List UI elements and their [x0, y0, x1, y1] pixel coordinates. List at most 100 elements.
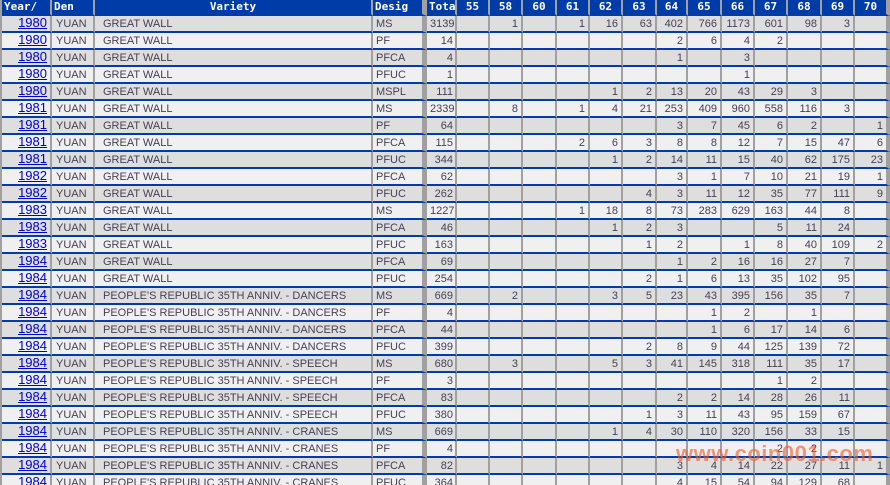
year-link[interactable]: 1980: [18, 84, 47, 98]
year-link[interactable]: 1983: [18, 203, 47, 217]
grade-cell-66: 1: [722, 237, 755, 254]
grade-cell-60: [523, 390, 557, 407]
grade-cell-64: 402: [657, 16, 688, 33]
year-link[interactable]: 1984: [18, 407, 47, 421]
grade-cell-63: 2: [623, 152, 657, 169]
grade-cell-65: 1: [688, 305, 722, 322]
variety-cell: PEOPLE'S REPUBLIC 35TH ANNIV. - CRANES: [95, 441, 373, 458]
grade-cell-66: 960: [722, 101, 755, 118]
year-link[interactable]: 1983: [18, 220, 47, 234]
column-header-variety: Variety: [95, 0, 373, 16]
year-link[interactable]: 1984: [18, 356, 47, 370]
total-cell: 4: [427, 441, 457, 458]
total-cell: 1: [427, 67, 457, 84]
grade-cell-61: [557, 152, 590, 169]
year-link[interactable]: 1984: [18, 373, 47, 387]
table-row: 1984 YUAN PEOPLE'S REPUBLIC 35TH ANNIV. - …: [2, 441, 890, 458]
year-link[interactable]: 1981: [18, 101, 47, 115]
grade-cell-55: [457, 101, 490, 118]
year-link[interactable]: 1982: [18, 186, 47, 200]
year-link[interactable]: 1984: [18, 305, 47, 319]
grade-cell-65: 1: [688, 169, 722, 186]
grade-cell-67: 111: [755, 356, 788, 373]
grade-cell-69: 3: [822, 101, 855, 118]
desig-cell: PFUC: [373, 407, 427, 424]
year-link[interactable]: 1984: [18, 288, 47, 302]
grade-cell-66: 12: [722, 135, 755, 152]
den-cell: YUAN: [52, 152, 95, 169]
grade-cell-55: [457, 84, 490, 101]
grade-cell-55: [457, 356, 490, 373]
variety-cell: PEOPLE'S REPUBLIC 35TH ANNIV. - DANCERS: [95, 305, 373, 322]
grade-cell-62: [590, 33, 623, 50]
grade-cell-61: 1: [557, 101, 590, 118]
desig-cell: PFUC: [373, 271, 427, 288]
year-link[interactable]: 1981: [18, 135, 47, 149]
grade-cell-70: [855, 16, 890, 33]
grade-cell-68: [788, 67, 822, 84]
grade-cell-55: [457, 390, 490, 407]
table-row: 1984 YUAN PEOPLE'S REPUBLIC 35TH ANNIV. - …: [2, 322, 890, 339]
year-link[interactable]: 1984: [18, 322, 47, 336]
year-link[interactable]: 1980: [18, 33, 47, 47]
year-link[interactable]: 1984: [18, 424, 47, 438]
year-link[interactable]: 1980: [18, 67, 47, 81]
grade-cell-63: 21: [623, 101, 657, 118]
grade-cell-61: [557, 186, 590, 203]
year-link[interactable]: 1984: [18, 475, 47, 485]
year-cell: 1983: [2, 237, 52, 254]
grade-cell-70: [855, 356, 890, 373]
grade-cell-62: [590, 186, 623, 203]
grade-cell-66: 395: [722, 288, 755, 305]
year-link[interactable]: 1984: [18, 390, 47, 404]
year-link[interactable]: 1984: [18, 254, 47, 268]
total-cell: 262: [427, 186, 457, 203]
year-link[interactable]: 1981: [18, 118, 47, 132]
desig-cell: PFCA: [373, 220, 427, 237]
grade-cell-55: [457, 305, 490, 322]
year-link[interactable]: 1984: [18, 441, 47, 455]
grade-cell-60: [523, 475, 557, 485]
desig-cell: PF: [373, 441, 427, 458]
grade-cell-62: [590, 118, 623, 135]
grade-cell-69: 67: [822, 407, 855, 424]
grade-cell-66: 12: [722, 186, 755, 203]
variety-cell: PEOPLE'S REPUBLIC 35TH ANNIV. - CRANES: [95, 424, 373, 441]
desig-cell: PFCA: [373, 135, 427, 152]
year-link[interactable]: 1984: [18, 458, 47, 472]
grade-cell-58: [490, 407, 523, 424]
grade-cell-66: 320: [722, 424, 755, 441]
variety-cell: GREAT WALL: [95, 169, 373, 186]
grade-cell-60: [523, 254, 557, 271]
grade-cell-69: 175: [822, 152, 855, 169]
year-link[interactable]: 1983: [18, 237, 47, 251]
year-cell: 1981: [2, 135, 52, 152]
grade-cell-69: 11: [822, 390, 855, 407]
grade-cell-65: 20: [688, 84, 722, 101]
grade-cell-66: 1173: [722, 16, 755, 33]
grade-cell-68: 1: [788, 305, 822, 322]
year-link[interactable]: 1980: [18, 16, 47, 30]
desig-cell: MS: [373, 203, 427, 220]
grade-cell-68: 98: [788, 16, 822, 33]
grade-cell-65: 8: [688, 135, 722, 152]
total-cell: 46: [427, 220, 457, 237]
grade-cell-60: [523, 271, 557, 288]
grade-cell-61: [557, 271, 590, 288]
den-cell: YUAN: [52, 288, 95, 305]
grade-cell-61: 2: [557, 135, 590, 152]
year-link[interactable]: 1984: [18, 271, 47, 285]
year-link[interactable]: 1980: [18, 50, 47, 64]
variety-cell: PEOPLE'S REPUBLIC 35TH ANNIV. - DANCERS: [95, 339, 373, 356]
year-cell: 1982: [2, 169, 52, 186]
year-link[interactable]: 1981: [18, 152, 47, 166]
grade-cell-65: 9: [688, 339, 722, 356]
year-link[interactable]: 1984: [18, 339, 47, 353]
grade-cell-68: [788, 50, 822, 67]
grade-cell-69: [822, 33, 855, 50]
grade-cell-62: [590, 407, 623, 424]
year-link[interactable]: 1982: [18, 169, 47, 183]
year-cell: 1980: [2, 33, 52, 50]
year-cell: 1984: [2, 458, 52, 475]
desig-cell: PFCA: [373, 50, 427, 67]
